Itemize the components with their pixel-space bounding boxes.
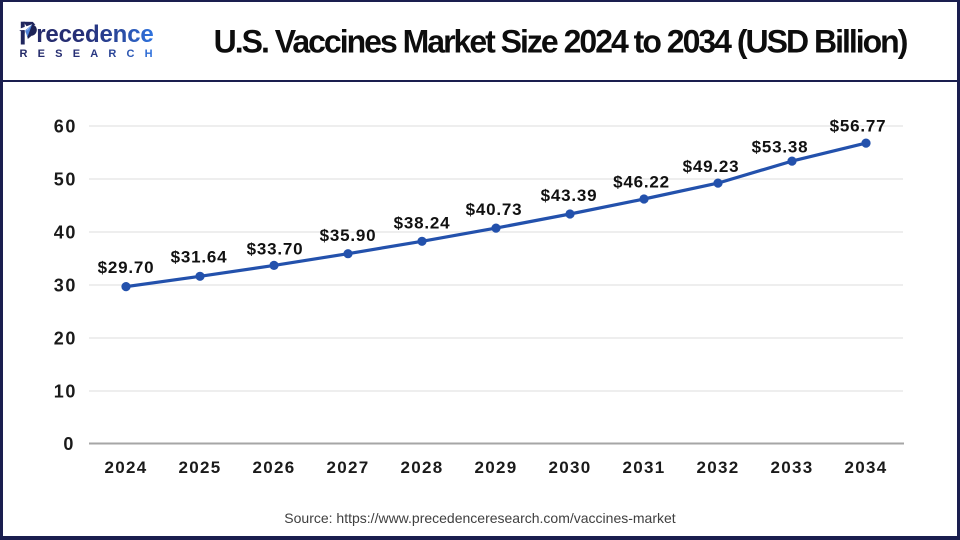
svg-text:2024: 2024 <box>104 458 147 477</box>
svg-text:$33.70: $33.70 <box>247 240 304 259</box>
svg-text:$31.64: $31.64 <box>171 248 228 267</box>
svg-text:2027: 2027 <box>326 458 369 477</box>
svg-text:2034: 2034 <box>844 458 887 477</box>
svg-text:2033: 2033 <box>770 458 813 477</box>
svg-text:$56.77: $56.77 <box>830 117 887 136</box>
svg-text:recedence: recedence <box>36 21 153 48</box>
svg-text:RESEARCH: RESEARCH <box>20 48 163 60</box>
svg-text:50: 50 <box>54 170 77 190</box>
svg-text:U.S. Vaccines Market Size 2024: U.S. Vaccines Market Size 2024 to 2034 (… <box>214 24 908 60</box>
svg-text:2025: 2025 <box>178 458 221 477</box>
svg-text:$53.38: $53.38 <box>752 138 809 157</box>
svg-text:2026: 2026 <box>252 458 295 477</box>
svg-text:$35.90: $35.90 <box>320 226 377 245</box>
svg-text:60: 60 <box>54 117 77 137</box>
svg-text:$38.24: $38.24 <box>394 213 451 232</box>
svg-text:$29.70: $29.70 <box>98 258 155 277</box>
svg-text:20: 20 <box>54 329 77 349</box>
svg-text:2028: 2028 <box>400 458 443 477</box>
svg-text:2032: 2032 <box>696 458 739 477</box>
svg-text:$46.22: $46.22 <box>613 173 670 192</box>
svg-text:10: 10 <box>54 382 77 402</box>
svg-text:2031: 2031 <box>622 458 665 477</box>
svg-text:$49.23: $49.23 <box>683 157 740 176</box>
svg-text:Source: https://www.precedence: Source: https://www.precedenceresearch.c… <box>284 510 675 526</box>
svg-text:2030: 2030 <box>548 458 591 477</box>
svg-text:$43.39: $43.39 <box>541 186 598 205</box>
svg-text:$40.73: $40.73 <box>466 200 523 219</box>
svg-text:30: 30 <box>54 276 77 296</box>
svg-text:40: 40 <box>54 223 77 243</box>
svg-text:2029: 2029 <box>474 458 517 477</box>
svg-text:0: 0 <box>63 434 75 454</box>
